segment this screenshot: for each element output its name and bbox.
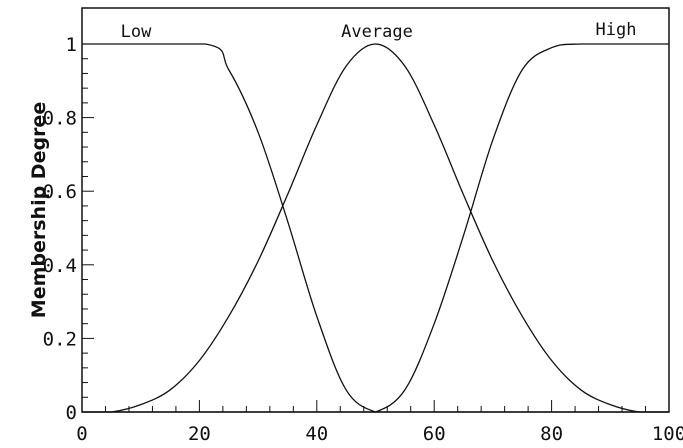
x-tick-label-0: 0 [76, 423, 87, 445]
plot-frame [81, 7, 670, 413]
series-average-line [82, 43, 669, 413]
y-tick-label-0-6: 0.6 [43, 181, 77, 203]
series-high-line [82, 43, 669, 413]
y-axis-title: Membership Degree [28, 102, 50, 318]
x-tick-label-60: 60 [423, 423, 446, 445]
membership-curves [81, 43, 669, 413]
series-high-label: High [596, 20, 637, 40]
axis-ticks: 0 20 40 60 80 100 0 0.2 0.4 0.6 0.8 1 [43, 34, 683, 445]
series-average-label: Average [341, 22, 413, 42]
y-tick-label-0-2: 0.2 [43, 328, 77, 350]
y-tick-label-0: 0 [66, 402, 77, 424]
x-tick-label-100: 100 [652, 423, 683, 445]
series-low-line [81, 43, 669, 413]
series-low-label: Low [121, 22, 152, 42]
y-tick-label-0-8: 0.8 [43, 108, 77, 130]
y-tick-label-1: 1 [66, 34, 77, 56]
x-tick-label-20: 20 [188, 423, 211, 445]
x-tick-label-40: 40 [305, 423, 328, 445]
y-tick-label-0-4: 0.4 [43, 255, 77, 277]
curve-labels: Low Average High [121, 20, 637, 42]
x-tick-label-80: 80 [540, 423, 563, 445]
